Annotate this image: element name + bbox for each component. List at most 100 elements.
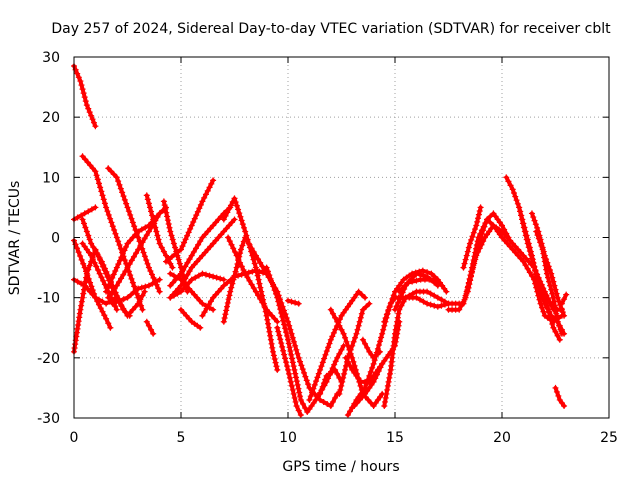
data-point-marker [295,407,302,414]
data-point-marker [484,231,491,238]
data-point-marker [81,282,88,289]
data-point-marker [196,255,203,262]
data-point-marker [268,279,275,286]
data-point-marker [167,282,174,289]
data-point-marker [545,305,552,312]
data-point-marker [226,205,233,212]
data-point-marker [324,400,331,407]
data-point-marker [281,351,288,358]
data-point-marker [124,294,131,301]
data-point-marker [528,255,535,262]
data-point-marker [204,187,211,194]
data-point-marker [472,254,479,261]
data-point-marker [207,298,214,305]
data-point-marker [92,168,99,175]
data-point-marker [98,188,105,195]
data-point-marker [353,291,360,298]
data-point-marker [355,288,362,295]
data-point-marker [94,266,101,273]
data-point-marker [84,285,91,292]
data-point-marker [343,338,350,345]
data-point-marker [129,219,136,226]
data-point-marker [484,216,491,223]
data-point-marker [271,315,278,322]
data-point-marker [332,358,339,365]
data-point-marker [313,378,320,385]
data-point-marker [197,324,204,331]
data-point-marker [109,274,116,281]
data-point-marker [178,306,184,313]
data-point-marker [330,329,337,336]
data-point-marker [80,90,87,97]
data-point-marker [372,375,379,382]
data-point-marker [128,291,135,298]
data-point-marker [98,258,105,265]
data-point-marker [338,346,345,353]
data-point-marker [231,216,238,223]
data-point-marker [145,282,152,289]
data-point-marker [100,277,107,284]
data-point-marker [297,396,304,403]
data-point-marker [427,301,434,308]
data-point-marker [81,94,88,101]
data-point-marker [499,234,505,241]
data-point-marker [492,213,499,220]
data-point-marker [396,282,403,289]
data-point-marker [387,370,394,377]
data-point-marker [283,359,290,366]
data-point-marker [78,82,85,89]
data-point-marker [542,298,549,305]
data-point-marker [299,400,306,407]
data-point-marker [220,318,227,325]
data-point-marker [106,281,113,288]
data-point-marker [153,228,160,235]
data-point-marker [424,300,431,307]
data-point-marker [537,282,544,289]
data-point-marker [79,294,86,301]
data-series-s8 [79,153,146,313]
data-point-marker [501,226,508,233]
data-point-marker [132,303,139,310]
data-point-marker [550,324,557,331]
data-point-marker [118,254,125,261]
data-series-s46 [516,204,563,343]
data-point-marker [293,374,300,381]
data-point-marker [556,322,563,329]
data-point-marker [135,285,142,292]
data-point-marker [199,312,206,319]
data-point-marker [275,328,282,335]
data-point-marker [550,294,557,301]
data-point-marker [250,256,257,263]
data-point-marker [563,291,570,298]
data-point-marker [434,294,441,301]
data-point-marker [363,380,370,387]
data-point-marker [84,159,91,166]
data-point-marker [153,278,160,285]
data-point-marker [281,321,288,328]
data-point-marker [276,302,283,309]
data-point-marker [385,378,392,385]
data-point-marker [89,287,96,294]
data-point-marker [86,109,93,116]
data-point-marker [90,244,97,251]
data-point-marker [178,270,184,277]
data-point-marker [398,279,405,286]
data-point-marker [329,333,336,340]
data-point-marker [138,284,145,291]
data-point-marker [317,366,324,373]
data-point-marker [227,202,234,209]
data-point-marker [169,264,176,271]
data-point-marker [470,229,477,236]
data-point-marker [226,238,233,245]
data-point-marker [104,272,111,279]
data-point-marker [133,250,140,257]
data-point-marker [78,256,85,263]
data-point-marker [88,112,95,119]
data-point-marker [443,288,450,295]
data-point-marker [120,271,127,278]
data-point-marker [139,292,146,299]
data-point-marker [512,249,519,256]
data-point-marker [82,156,89,163]
data-point-marker [139,245,146,252]
data-point-marker [141,235,148,242]
